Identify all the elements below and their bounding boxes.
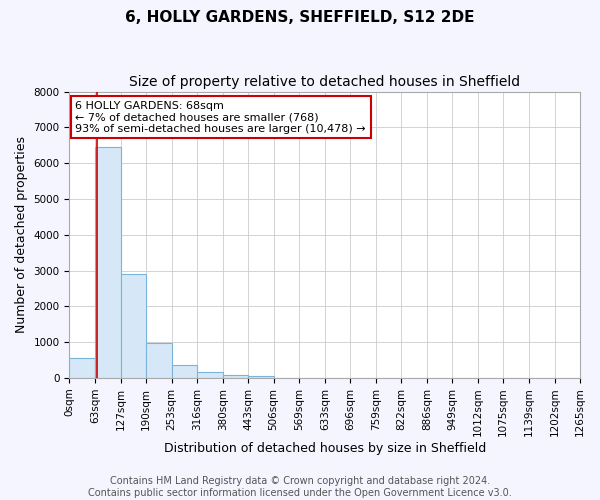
Bar bbox=[248, 376, 274, 378]
Title: Size of property relative to detached houses in Sheffield: Size of property relative to detached ho… bbox=[129, 75, 520, 89]
Bar bbox=[146, 343, 172, 378]
Bar bbox=[172, 364, 197, 378]
Y-axis label: Number of detached properties: Number of detached properties bbox=[15, 136, 28, 334]
Bar bbox=[223, 375, 248, 378]
Bar bbox=[121, 274, 146, 378]
Text: Contains HM Land Registry data © Crown copyright and database right 2024.
Contai: Contains HM Land Registry data © Crown c… bbox=[88, 476, 512, 498]
Bar bbox=[70, 358, 95, 378]
Bar bbox=[197, 372, 223, 378]
Text: 6, HOLLY GARDENS, SHEFFIELD, S12 2DE: 6, HOLLY GARDENS, SHEFFIELD, S12 2DE bbox=[125, 10, 475, 25]
X-axis label: Distribution of detached houses by size in Sheffield: Distribution of detached houses by size … bbox=[164, 442, 486, 455]
Bar bbox=[95, 147, 121, 378]
Text: 6 HOLLY GARDENS: 68sqm
← 7% of detached houses are smaller (768)
93% of semi-det: 6 HOLLY GARDENS: 68sqm ← 7% of detached … bbox=[76, 100, 366, 134]
